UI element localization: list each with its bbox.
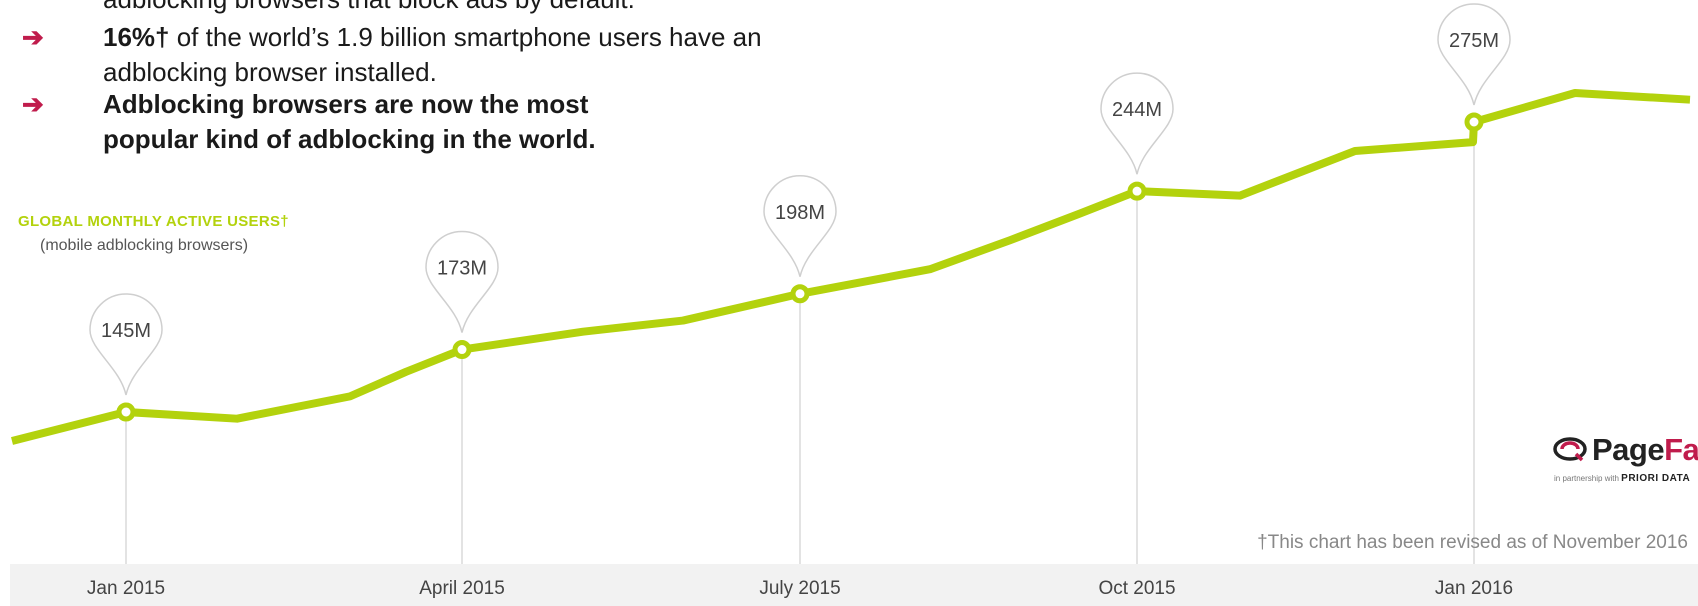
arrow-right-icon: ➔ [22,89,44,119]
callout-pin-3 [1100,72,1174,175]
logo-partner: in partnership with PRIORI DATA [1554,473,1690,484]
logo-word-page: Page [1592,432,1665,467]
callout-label-2: 198M [775,202,825,224]
pagefair-logo-icon [1553,437,1587,462]
data-point-4 [1464,112,1484,132]
chart-footnote: †This chart has been revised as of Novem… [1257,532,1688,553]
callout-pin-0 [89,293,163,396]
bullet-text: adblocking browsers that block ads by de… [103,0,843,17]
x-tick-label-0: Jan 2015 [87,578,165,599]
chart-legend-subtitle: (mobile adblocking browsers) [40,237,249,254]
callout-label-0: 145M [101,320,151,342]
x-tick-label-2: July 2015 [759,578,840,599]
callout-label-1: 173M [437,258,487,280]
bullet-strong: 16%† [103,22,170,52]
data-point-1 [452,340,472,360]
bullet-text: Adblocking browsers are now the most pop… [103,89,596,154]
callout-label-3: 244M [1112,99,1162,121]
data-point-3 [1127,181,1147,201]
logo-partner-prefix: in partnership with [1554,474,1619,483]
bullet-text: of the world’s 1.9 billion smartphone us… [103,22,762,87]
logo-partner-name: PRIORI DATA [1621,473,1691,484]
arrow-right-icon: ➔ [22,22,44,52]
data-point-0 [116,402,136,422]
data-point-2 [790,284,810,304]
x-tick-label-3: Oct 2015 [1098,578,1175,599]
bullet-text-wrap: 16%† of the world’s 1.9 billion smartpho… [103,20,843,90]
callout-label-4: 275M [1449,30,1499,52]
x-axis-band [10,564,1698,606]
chart-legend-title: GLOBAL MONTHLY ACTIVE USERS† [18,213,289,230]
series-line [11,89,1691,445]
logo-wordmark: PageFair [1592,432,1698,468]
pagefair-logo: PageFair in partnership with PRIORI DATA [1552,432,1698,487]
x-tick-label-4: Jan 2016 [1435,578,1513,599]
callout-pin-4 [1437,3,1511,106]
callout-pin-1 [425,230,499,333]
logo-word-fair: Fair [1664,432,1698,467]
callout-pin-2 [763,175,837,277]
x-tick-label-1: April 2015 [419,578,505,599]
